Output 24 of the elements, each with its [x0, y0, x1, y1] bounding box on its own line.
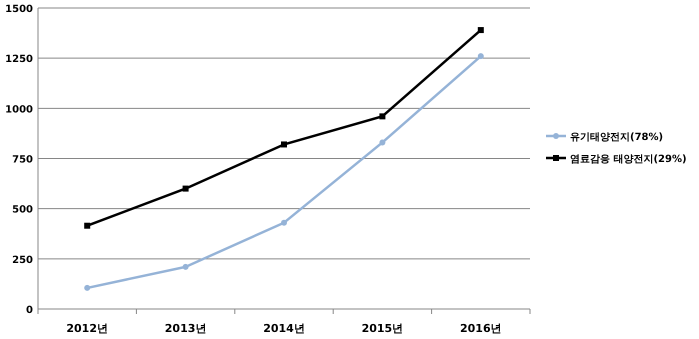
- point: [379, 113, 386, 120]
- point: [84, 284, 90, 291]
- y-tick-label: 500: [12, 204, 34, 216]
- x-tick-label: 2014년: [263, 322, 305, 335]
- x-tick-label: 2012년: [66, 322, 108, 335]
- point: [281, 141, 287, 148]
- x-tick-label: 2016년: [460, 322, 502, 335]
- point: [182, 264, 189, 270]
- legend-label: 유기태양전지(78%): [570, 132, 664, 143]
- y-tick-label: 1000: [5, 104, 34, 116]
- y-tick-label: 0: [26, 305, 34, 316]
- point: [182, 186, 189, 192]
- point: [478, 27, 484, 34]
- point: [379, 139, 386, 146]
- point: [281, 220, 287, 226]
- y-tick-label: 1500: [5, 4, 34, 15]
- point: [478, 53, 484, 60]
- y-tick-label: 750: [12, 154, 34, 166]
- y-tick-label: 250: [12, 254, 34, 266]
- legend-label: 염료감응 태양전지(29%): [570, 154, 687, 165]
- point: [84, 222, 90, 229]
- x-tick-label: 2015년: [362, 322, 404, 335]
- y-tick-label: 1250: [5, 54, 34, 66]
- x-tick-label: 2013년: [164, 322, 206, 335]
